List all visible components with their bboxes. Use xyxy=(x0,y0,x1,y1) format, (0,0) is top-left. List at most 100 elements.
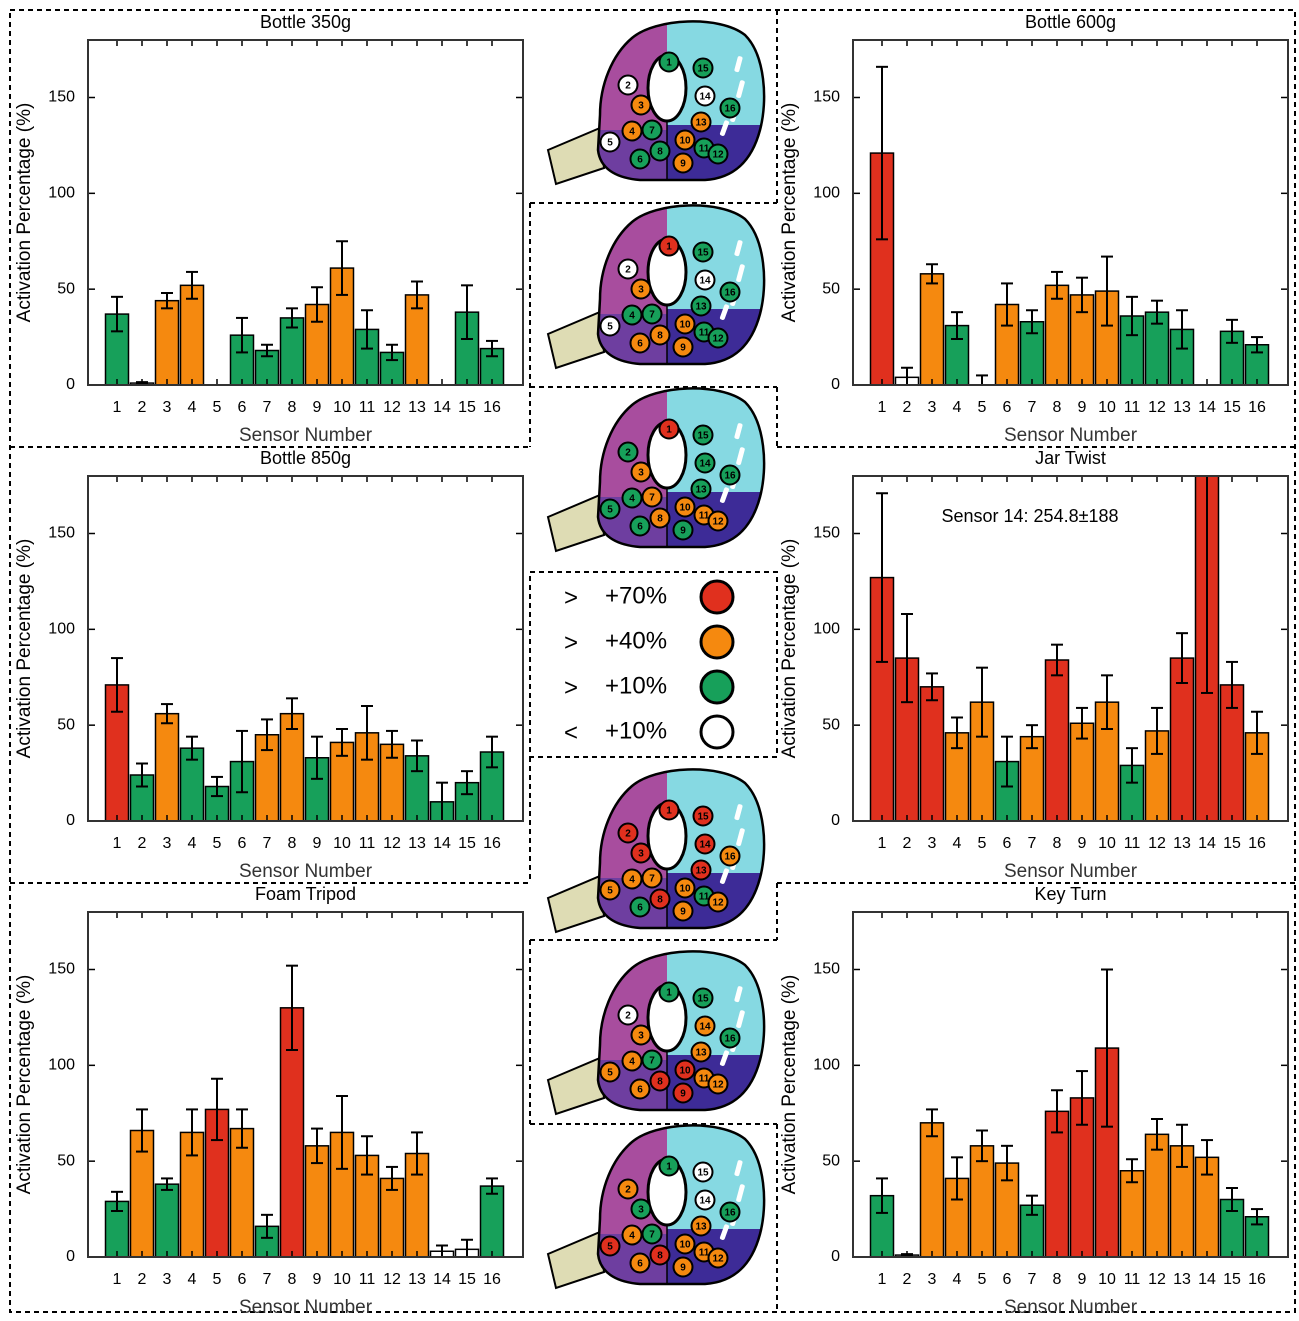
bars xyxy=(869,65,1270,385)
x-tick-label: 5 xyxy=(978,399,987,416)
x-tick-label: 5 xyxy=(213,399,222,416)
y-tick-label: 0 xyxy=(831,812,840,829)
error-bar xyxy=(461,770,473,796)
panel-borders xyxy=(9,9,1296,1313)
error-bar xyxy=(1251,1208,1263,1226)
sensor xyxy=(658,799,680,821)
x-tick-label: 11 xyxy=(359,1271,376,1288)
sensor-label: 2 xyxy=(625,448,631,459)
x-tick-label: 1 xyxy=(878,835,887,852)
sensor xyxy=(658,418,680,440)
sensor xyxy=(672,1082,694,1104)
sensor xyxy=(672,152,694,174)
legend-symbol: > xyxy=(564,629,578,656)
sensor-label: 7 xyxy=(649,310,655,321)
sensor xyxy=(649,1070,671,1092)
x-tick-label: 9 xyxy=(313,1271,322,1288)
sensor xyxy=(621,1224,643,1246)
chart-title: Bottle 850g xyxy=(260,448,351,468)
plot-frame xyxy=(852,39,1289,386)
x-tick-label: 2 xyxy=(903,1271,912,1288)
y-axis-label: Activation Percentage (%) xyxy=(779,103,800,323)
sensor-label: 8 xyxy=(657,1077,663,1088)
sensor-label: 5 xyxy=(607,1242,613,1253)
sensor-label: 15 xyxy=(697,248,709,259)
sensor-label: 1 xyxy=(666,1162,672,1173)
sensor-label: 5 xyxy=(607,1068,613,1079)
sensor xyxy=(658,51,680,73)
sensor xyxy=(690,859,712,881)
x-tick-label: 3 xyxy=(928,835,937,852)
sensor xyxy=(707,1073,729,1095)
error-bar xyxy=(261,343,273,358)
error-bar xyxy=(1226,1187,1238,1212)
sensor xyxy=(649,324,671,346)
sensor xyxy=(719,281,741,303)
bars xyxy=(104,240,505,385)
sensor-label: 7 xyxy=(649,493,655,504)
sensor xyxy=(674,313,696,335)
x-tick-label: 16 xyxy=(1248,1271,1266,1288)
x-tick-label: 14 xyxy=(433,835,451,852)
x-tick-label: 6 xyxy=(1003,1271,1012,1288)
legend-label: +40% xyxy=(605,627,667,654)
error-bar xyxy=(876,492,888,663)
x-tick-label: 12 xyxy=(383,399,401,416)
error-bar xyxy=(436,781,448,821)
sensor xyxy=(630,842,652,864)
x-tick-label: 11 xyxy=(1124,1271,1141,1288)
bar xyxy=(1144,1133,1170,1257)
legend-label: +10% xyxy=(605,717,667,744)
x-tick-label: 13 xyxy=(408,399,426,416)
error-bar xyxy=(1126,1158,1138,1184)
x-axis-label: Sensor Number xyxy=(1004,425,1138,446)
error-bar xyxy=(161,703,173,725)
error-bar xyxy=(1051,270,1063,300)
legend-label: +10% xyxy=(605,672,667,699)
x-axis-label: Sensor Number xyxy=(1004,1297,1138,1316)
bars xyxy=(869,476,1270,821)
bar xyxy=(479,1185,505,1257)
sensor xyxy=(630,278,652,300)
y-tick-label: 50 xyxy=(57,1152,75,1169)
plot-frame xyxy=(852,475,1289,822)
x-tick-label: 13 xyxy=(408,1271,426,1288)
sensor xyxy=(630,94,652,116)
bar-chart: Foam Tripod Sensor Number Activation Perce… xyxy=(14,884,524,1318)
sensor-label: 14 xyxy=(699,92,711,103)
error-bar xyxy=(951,311,963,340)
x-tick-label: 4 xyxy=(953,399,962,416)
sensor-label: 15 xyxy=(697,1168,709,1179)
sensor xyxy=(719,97,741,119)
error-bar xyxy=(876,65,888,241)
x-axis-label: Sensor Number xyxy=(1004,861,1138,882)
error-bar xyxy=(311,735,323,780)
sensor xyxy=(599,498,621,520)
sensor xyxy=(690,478,712,500)
error-bar xyxy=(286,964,298,1051)
y-axis-label: Activation Percentage (%) xyxy=(779,975,800,1195)
x-tick-label: 16 xyxy=(1248,399,1266,416)
x-tick-label: 13 xyxy=(1173,1271,1191,1288)
x-tick-label: 15 xyxy=(1223,1271,1241,1288)
y-tick-label: 0 xyxy=(831,1248,840,1265)
x-tick-label: 14 xyxy=(433,399,451,416)
sensor xyxy=(674,496,696,518)
x-tick-label: 10 xyxy=(333,399,351,416)
legend-swatch xyxy=(699,714,735,750)
sensor xyxy=(621,487,643,509)
error-bar xyxy=(236,316,248,354)
x-tick-label: 4 xyxy=(188,835,197,852)
y-tick-label: 150 xyxy=(813,961,840,978)
x-tick-label: 15 xyxy=(458,399,476,416)
sensor-label: 11 xyxy=(699,1248,710,1259)
y-tick-label: 50 xyxy=(822,1152,840,1169)
sensor-label: 8 xyxy=(657,895,663,906)
sensor-label: 3 xyxy=(638,468,644,479)
sensor-label: 16 xyxy=(724,104,736,115)
chart-title: Jar Twist xyxy=(1035,448,1106,468)
error-bar xyxy=(1076,706,1088,740)
error-bar xyxy=(1126,295,1138,337)
